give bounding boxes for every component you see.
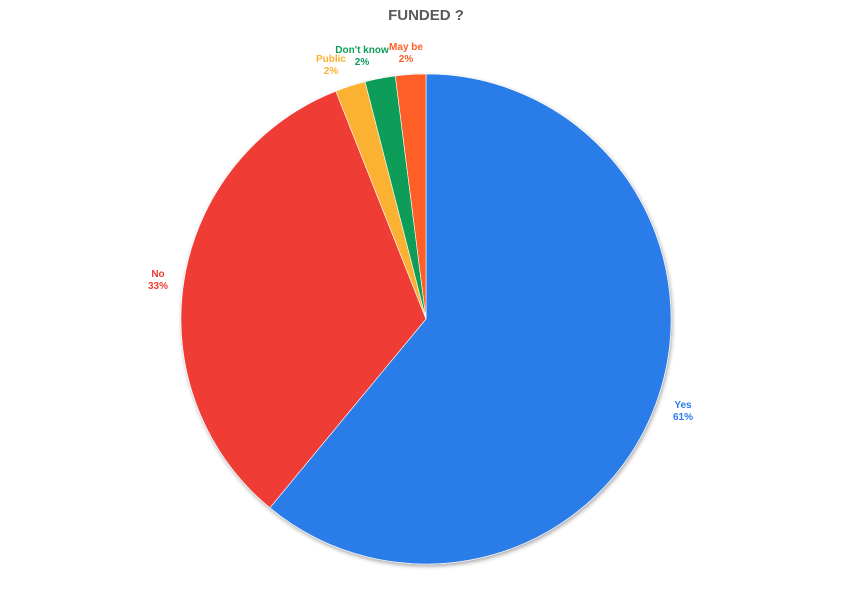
slice-label-yes: Yes [674,400,692,411]
slice-percent-yes: 61% [673,412,693,423]
slice-label-public: Public [316,54,346,65]
slice-percent-no: 33% [148,281,168,292]
slice-percent-may-be: 2% [399,54,414,65]
pie-slice-yes [269,73,672,565]
pie-slice-may-be [394,73,427,320]
slice-label-may-be: May be [389,42,423,53]
slice-percent-don-t-know: 2% [355,57,370,68]
pie-slice-no [180,90,427,509]
slice-percent-public: 2% [324,66,339,77]
slice-label-no: No [151,269,164,280]
chart-title: FUNDED ? [388,7,464,24]
slice-label-don-t-know: Don't know [335,45,389,56]
